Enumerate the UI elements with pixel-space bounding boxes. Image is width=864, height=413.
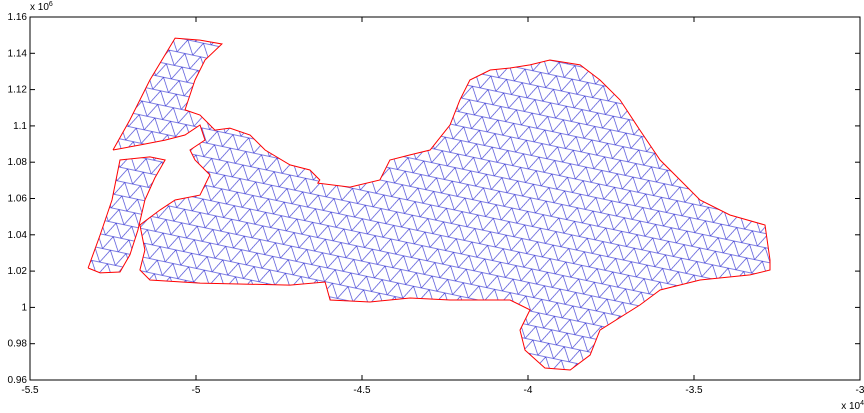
y-tick-label: 1.16	[8, 12, 28, 23]
chart: x 106 x 104 -5.5 -5 -4.5 -4 -3.5 -3 0.96 0.98 1 1…	[0, 0, 864, 413]
y-tick-label: 1.04	[8, 230, 28, 241]
x-tick-label: -5.5	[21, 385, 39, 396]
y-tick-label: 1.08	[8, 157, 28, 168]
page: x 106 x 104 -5.5 -5 -4.5 -4 -3.5 -3 0.96 0.98 1 1…	[0, 0, 864, 413]
y-tick-label: 0.96	[8, 375, 28, 386]
x-tick-label: -4.5	[353, 385, 371, 396]
y-exponent: x 106	[30, 1, 53, 13]
x-exponent: x 104	[841, 400, 864, 412]
x-tick-label: -3.5	[685, 385, 703, 396]
y-tick-label: 1	[21, 302, 27, 313]
y-tick-label: 1.06	[8, 194, 28, 205]
y-tick-label: 1.1	[13, 121, 27, 132]
y-tick-label: 1.12	[8, 85, 28, 96]
x-tick-label: -5	[192, 385, 201, 396]
y-tick-label: 1.02	[8, 266, 28, 277]
y-tick-label: 0.98	[8, 339, 28, 350]
x-tick-label: -3	[856, 385, 864, 396]
x-tick-label: -4	[524, 385, 533, 396]
y-tick-label: 1.14	[8, 48, 28, 59]
